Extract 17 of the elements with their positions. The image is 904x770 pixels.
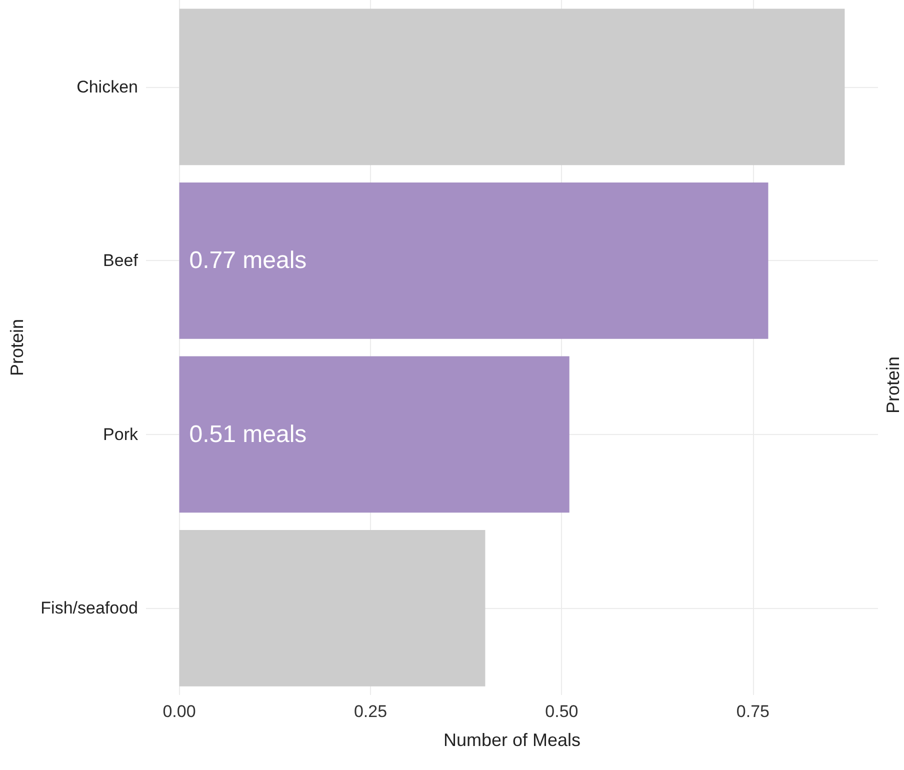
bar	[179, 356, 570, 513]
y-tick-label: Chicken	[76, 77, 138, 96]
y2-axis-title: Protein	[883, 356, 903, 414]
data-label: 0.51 meals	[189, 420, 307, 448]
y-tick-label: Fish/seafood	[40, 598, 138, 618]
data-label: 0.77 meals	[189, 247, 307, 274]
x-tick-label: 0.00	[162, 702, 196, 721]
x-tick-label: 0.25	[354, 702, 388, 721]
x-tick-label: 0.75	[736, 702, 770, 721]
bar	[179, 8, 845, 166]
bar	[179, 182, 768, 339]
x-tick-label: 0.50	[545, 702, 578, 721]
x-axis-title: Number of Meals	[443, 730, 581, 750]
bar	[179, 530, 486, 686]
y-tick-label: Pork	[103, 424, 138, 444]
y-axis-title: Protein	[7, 318, 27, 376]
y-tick-label: Beef	[103, 251, 138, 270]
